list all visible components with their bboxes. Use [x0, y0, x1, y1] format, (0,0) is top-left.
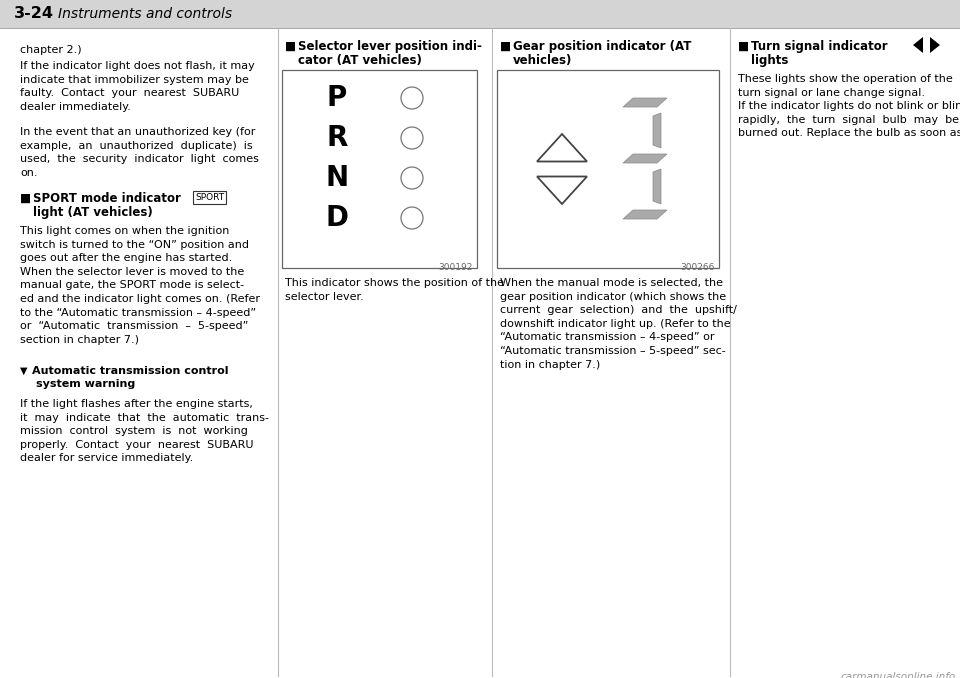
Polygon shape — [653, 113, 661, 148]
Text: 3-24: 3-24 — [14, 7, 54, 22]
Text: When the manual mode is selected, the
gear position indicator (which shows the
c: When the manual mode is selected, the ge… — [500, 278, 737, 370]
Text: Automatic transmission control: Automatic transmission control — [32, 366, 228, 376]
Text: Turn signal indicator: Turn signal indicator — [751, 40, 888, 53]
Polygon shape — [653, 169, 661, 204]
Text: 300192: 300192 — [439, 263, 473, 272]
Text: SPORT: SPORT — [195, 193, 224, 202]
Text: This indicator shows the position of the
selector lever.: This indicator shows the position of the… — [285, 278, 504, 302]
Text: Selector lever position indi-: Selector lever position indi- — [298, 40, 482, 53]
Text: ■: ■ — [20, 192, 31, 205]
Text: These lights show the operation of the
turn signal or lane change signal.
If the: These lights show the operation of the t… — [738, 74, 960, 138]
Text: ■: ■ — [285, 40, 296, 53]
Text: SPORT mode indicator: SPORT mode indicator — [33, 192, 180, 205]
Text: P: P — [326, 84, 348, 112]
Text: Instruments and controls: Instruments and controls — [58, 7, 232, 21]
Text: If the light flashes after the engine starts,
it  may  indicate  that  the  auto: If the light flashes after the engine st… — [20, 399, 269, 463]
Text: chapter 2.): chapter 2.) — [20, 45, 82, 55]
Text: ■: ■ — [738, 40, 749, 53]
Polygon shape — [623, 98, 667, 107]
Text: In the event that an unauthorized key (for
example,  an  unauthorized  duplicate: In the event that an unauthorized key (f… — [20, 127, 259, 178]
Text: carmanualsonline.info: carmanualsonline.info — [841, 672, 956, 678]
Polygon shape — [930, 37, 940, 53]
Text: system warning: system warning — [36, 379, 135, 389]
Text: If the indicator light does not flash, it may
indicate that immobilizer system m: If the indicator light does not flash, i… — [20, 61, 254, 112]
Polygon shape — [623, 154, 667, 163]
Text: N: N — [325, 164, 348, 192]
Text: D: D — [325, 204, 348, 232]
Text: ▼: ▼ — [20, 366, 28, 376]
Text: ■: ■ — [500, 40, 511, 53]
Text: Gear position indicator (AT: Gear position indicator (AT — [513, 40, 691, 53]
Text: light (AT vehicles): light (AT vehicles) — [33, 206, 153, 219]
Text: 300266: 300266 — [681, 263, 715, 272]
Text: vehicles): vehicles) — [513, 54, 572, 67]
Text: lights: lights — [751, 54, 788, 67]
Bar — [282, 70, 477, 268]
Text: R: R — [326, 124, 348, 152]
Polygon shape — [623, 210, 667, 219]
Text: cator (AT vehicles): cator (AT vehicles) — [298, 54, 421, 67]
Text: This light comes on when the ignition
switch is turned to the “ON” position and
: This light comes on when the ignition sw… — [20, 226, 260, 345]
Bar — [0, 0, 960, 28]
Polygon shape — [913, 37, 923, 53]
Bar — [497, 70, 719, 268]
